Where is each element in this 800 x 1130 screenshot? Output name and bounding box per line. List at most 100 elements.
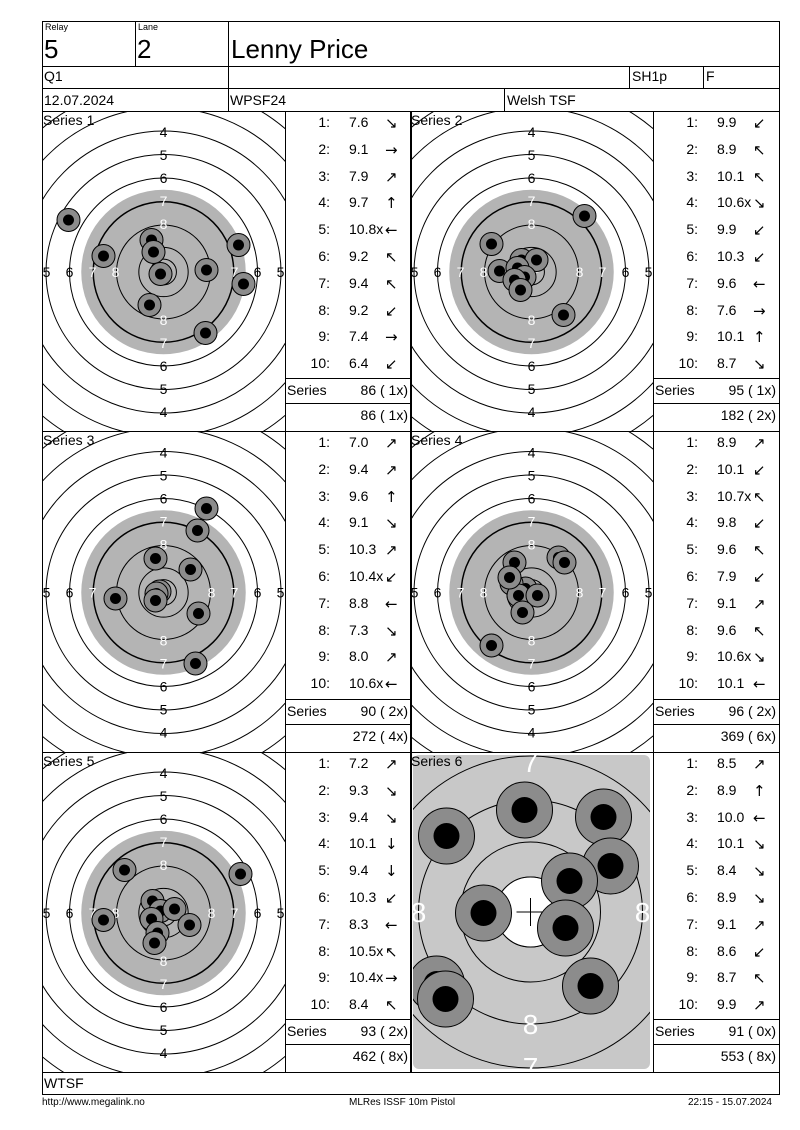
shot-row: 1: 7.0 ↗ <box>285 434 411 458</box>
shot-row: 1: 9.9 ↙ <box>653 114 779 138</box>
print-timestamp: 22:15 - 15.07.2024 <box>688 1097 772 1108</box>
ring-number: 8 <box>523 1009 539 1040</box>
ring-number: 5 <box>277 585 285 601</box>
ring-number: 5 <box>160 1022 168 1038</box>
shot-hole <box>194 258 219 282</box>
shot-row: 4: 9.1 ↘ <box>285 514 411 538</box>
ring-number: 8 <box>411 897 427 928</box>
shot-value: 9.1 <box>349 514 369 531</box>
shot-value: 8.4 <box>349 996 369 1013</box>
running-total: 182 ( 2x) <box>720 407 776 423</box>
ring-number: 6 <box>254 585 262 601</box>
shot-hole <box>479 633 504 658</box>
shot-hole <box>562 957 619 1015</box>
shot-number: 6: <box>686 568 698 584</box>
shot-direction-icon: ← <box>385 915 398 934</box>
ring-number: 6 <box>528 170 536 186</box>
shot-number: 5: <box>686 862 698 879</box>
ring-number: 4 <box>160 1045 168 1061</box>
shot-direction-icon: ↘ <box>753 355 766 374</box>
ring-number: 8 <box>160 216 168 232</box>
shot-number: 4: <box>318 514 330 531</box>
shot-direction-icon: ↖ <box>753 167 766 186</box>
shot-value: 10.6x <box>349 675 384 692</box>
shot-direction-icon: ↙ <box>385 355 398 374</box>
ring-number: 5 <box>277 264 285 280</box>
shot-direction-icon: ↓ <box>385 862 398 881</box>
shot-value: 9.1 <box>717 594 737 611</box>
shot-row: 8: 10.5x ↖ <box>285 943 411 967</box>
ring-number: 5 <box>528 468 536 484</box>
shot-hole <box>510 600 535 625</box>
shot-number: 9: <box>318 969 330 986</box>
shot-number: 9: <box>318 328 330 345</box>
shot-value: 10.1 <box>349 835 377 852</box>
shot-number: 1: <box>318 114 330 130</box>
ring-number: 6 <box>622 264 630 280</box>
shot-value: 10.1 <box>717 835 745 852</box>
shot-row: 8: 9.6 ↖ <box>653 622 779 646</box>
running-total: 553 ( 8x) <box>720 1048 776 1064</box>
shot-row: 4: 10.6x ↘ <box>653 194 779 218</box>
shot-row: 4: 9.7 ↑ <box>285 194 411 218</box>
shot-number: 3: <box>686 487 698 504</box>
shot-number: 4: <box>318 194 330 211</box>
shot-row: 3: 9.6 ↑ <box>285 488 411 512</box>
shot-number: 8: <box>686 301 698 318</box>
shot-hole <box>177 913 202 937</box>
event-name: WPSF24 <box>230 92 287 108</box>
shot-direction-icon: ↙ <box>753 248 766 266</box>
shot-value: 10.7x <box>717 487 752 504</box>
shot-value: 8.3 <box>349 915 369 932</box>
shot-row: 2: 9.1 → <box>285 141 411 165</box>
website-link[interactable]: http://www.megalink.no <box>42 1097 145 1108</box>
shot-row: 8: 8.6 ↙ <box>653 943 779 967</box>
class-label: Q1 <box>44 68 63 84</box>
shot-value: 10.8x <box>349 221 384 238</box>
ring-number: 5 <box>160 702 168 718</box>
relay-number: 5 <box>44 34 59 64</box>
shot-number: 10: <box>678 675 698 692</box>
shot-number: 7: <box>686 915 698 932</box>
club-code: WTSF <box>44 1075 84 1091</box>
ring-number: 8 <box>576 264 584 280</box>
shot-row: 7: 9.1 ↗ <box>653 595 779 619</box>
shot-direction-icon: ↖ <box>753 621 766 640</box>
ring-number: 6 <box>160 491 168 507</box>
shot-direction-icon: ↖ <box>385 942 398 961</box>
series-label: Series <box>655 703 695 719</box>
ring-number: 7 <box>528 193 536 209</box>
ring-number: 7 <box>160 976 168 992</box>
ring-number: 8 <box>208 585 216 601</box>
shot-value: 7.9 <box>717 568 737 584</box>
shot-direction-icon: ↘ <box>753 889 766 907</box>
shot-row: 7: 8.8 ← <box>285 595 411 619</box>
shot-value: 8.9 <box>717 140 737 157</box>
shot-value: 10.1 <box>717 675 745 692</box>
shot-row: 3: 7.9 ↗ <box>285 168 411 192</box>
ring-number: 5 <box>160 788 168 804</box>
shot-number: 9: <box>318 648 330 665</box>
shot-value: 9.9 <box>717 221 737 238</box>
shot-direction-icon: ↗ <box>753 755 766 773</box>
shot-value: 9.2 <box>349 301 369 318</box>
shot-number: 1: <box>318 755 330 771</box>
shot-number: 6: <box>318 568 330 584</box>
series-label: Series <box>655 1023 695 1039</box>
shot-row: 5: 9.9 ↙ <box>653 221 779 245</box>
ring-number: 6 <box>160 999 168 1015</box>
series-5-title: Series 5 <box>43 753 95 769</box>
shot-value: 9.9 <box>717 996 737 1013</box>
shot-row: 10: 8.4 ↖ <box>285 996 411 1020</box>
ring-number: 6 <box>434 585 442 601</box>
software-name: MLRes ISSF 10m Pistol <box>349 1097 456 1108</box>
shot-row: 3: 10.7x ↖ <box>653 488 779 512</box>
shot-direction-icon: ↗ <box>753 594 766 613</box>
shot-hole <box>537 899 594 957</box>
ring-number: 7 <box>457 585 465 601</box>
shot-value: 8.0 <box>349 648 369 665</box>
shot-value: 7.9 <box>349 167 369 184</box>
shot-direction-icon: ↙ <box>753 942 766 961</box>
shot-number: 8: <box>686 942 698 959</box>
